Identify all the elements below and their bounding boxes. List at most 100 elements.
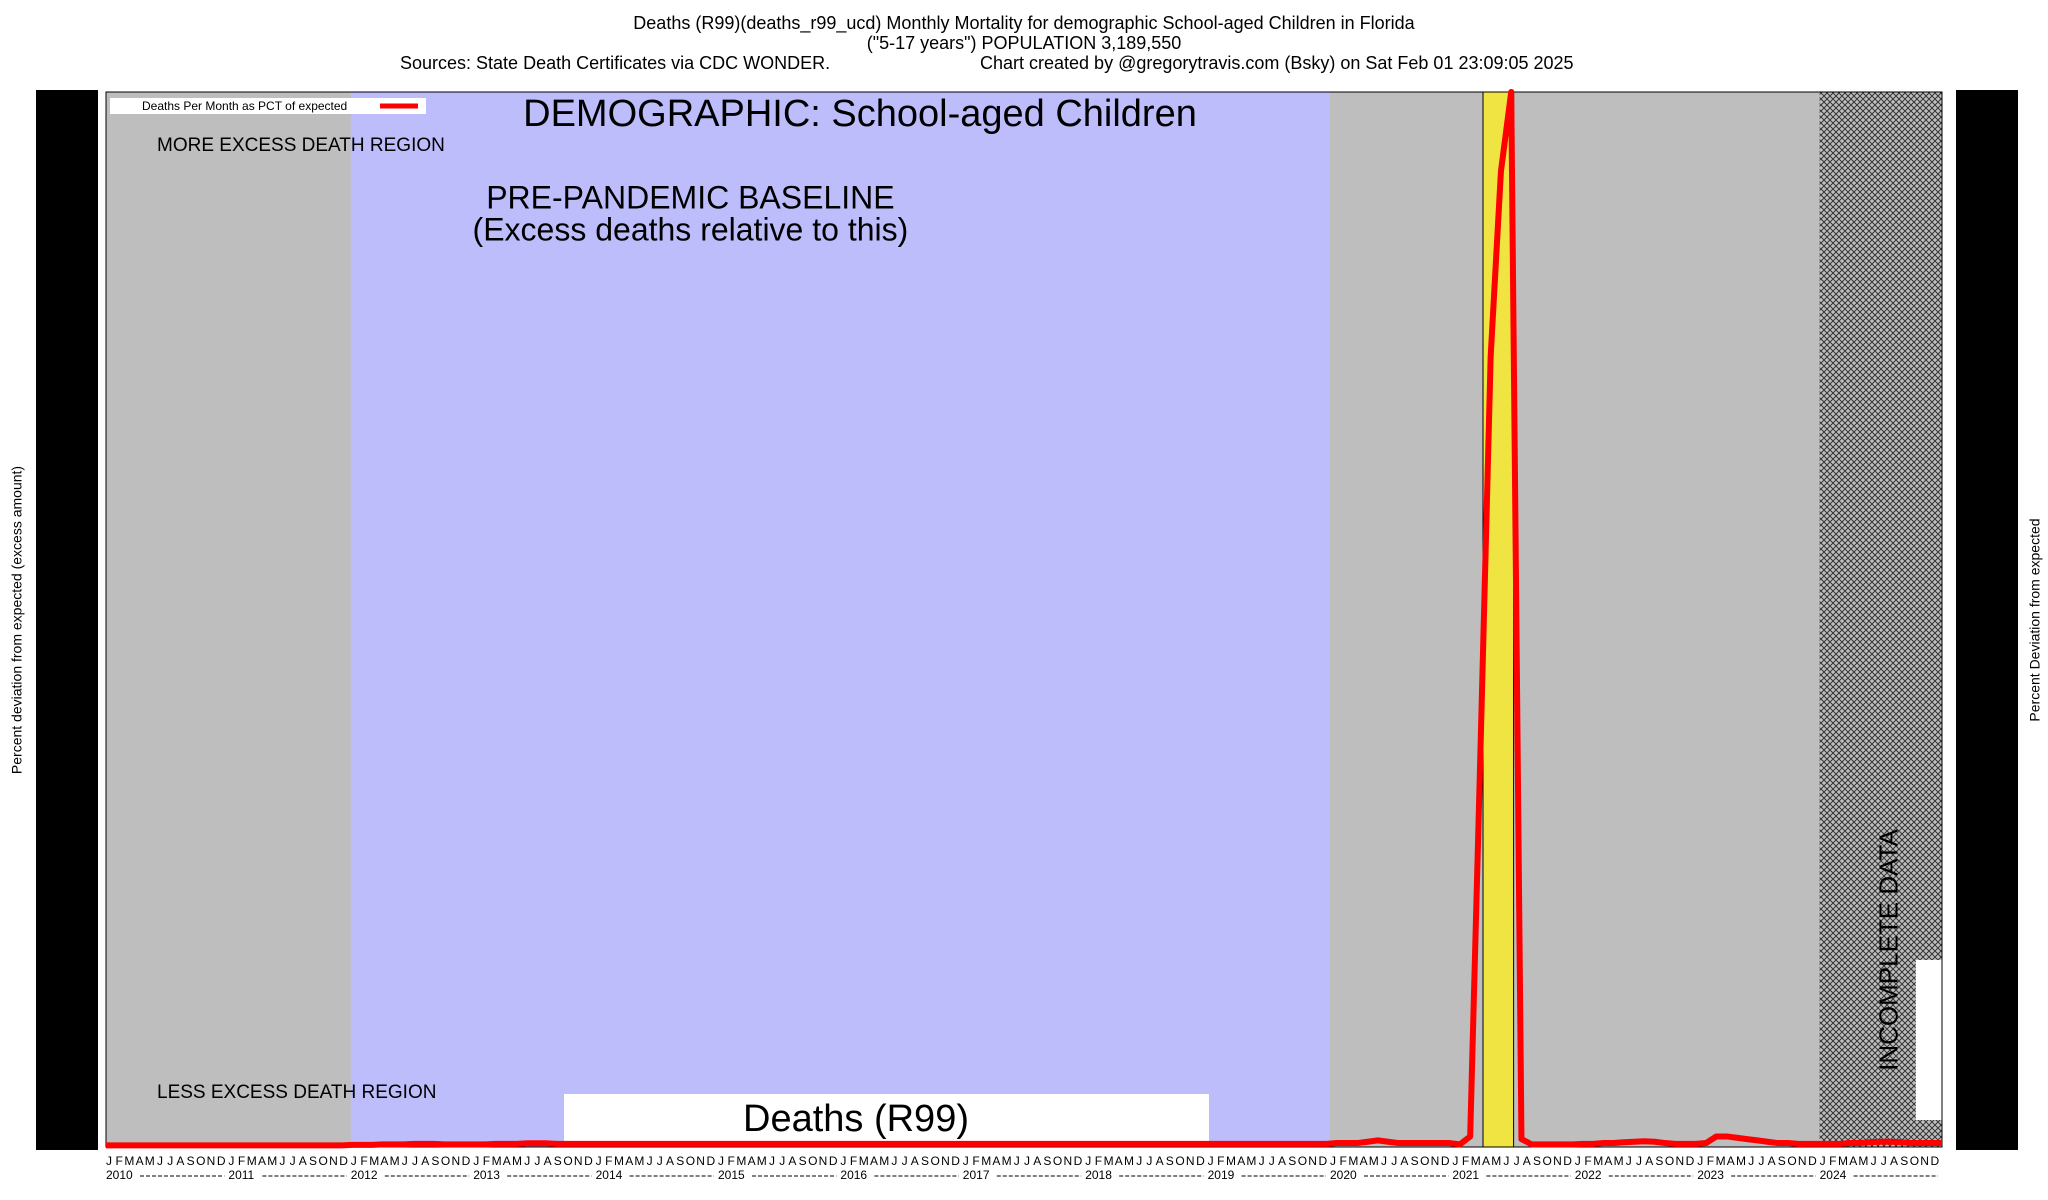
annotation-box: [564, 1094, 1209, 1146]
x-tick-label: F: [850, 1154, 857, 1168]
x-tick-label: A: [380, 1154, 388, 1168]
x-tick-label: J: [769, 1154, 775, 1168]
x-tick-label: J: [157, 1154, 163, 1168]
x-tick-label: N: [574, 1154, 583, 1168]
x-tick-label: M: [1838, 1154, 1848, 1168]
x-tick-label: O: [319, 1154, 328, 1168]
x-tick-label: O: [1787, 1154, 1796, 1168]
x-tick-label: A: [258, 1154, 266, 1168]
x-tick-label: M: [492, 1154, 502, 1168]
x-tick-label: J: [228, 1154, 234, 1168]
x-year-label: 2014: [596, 1168, 623, 1182]
x-year-label: 2019: [1208, 1168, 1235, 1182]
x-tick-label: M: [145, 1154, 155, 1168]
x-tick-label: A: [788, 1154, 796, 1168]
x-tick-label: J: [840, 1154, 846, 1168]
sources: Sources: State Death Certificates via CD…: [400, 53, 830, 73]
plot-frame: [105, 91, 1943, 1148]
x-tick-label: F: [483, 1154, 490, 1168]
x-tick-label: F: [728, 1154, 735, 1168]
title-line: ("5-17 years") POPULATION 3,189,550: [867, 33, 1182, 53]
x-tick-label: A: [1768, 1154, 1776, 1168]
x-tick-label: F: [972, 1154, 979, 1168]
x-tick-label: M: [1716, 1154, 1726, 1168]
x-tick-label: F: [360, 1154, 367, 1168]
y2-axis-label: Percent Deviation from expected: [2027, 518, 2043, 721]
x-tick-label: O: [563, 1154, 572, 1168]
x-tick-label: J: [1881, 1154, 1887, 1168]
x-tick-label: J: [473, 1154, 479, 1168]
x-tick-label: J: [279, 1154, 285, 1168]
x-tick-label: S: [1778, 1154, 1786, 1168]
x-tick-label: M: [1124, 1154, 1134, 1168]
x-tick-label: J: [412, 1154, 418, 1168]
x-year-label: 2024: [1820, 1168, 1847, 1182]
x-tick-label: F: [1829, 1154, 1836, 1168]
x-tick-label: S: [187, 1154, 195, 1168]
x-tick-label: A: [1033, 1154, 1041, 1168]
x-tick-label: A: [544, 1154, 552, 1168]
x-tick-label: A: [1115, 1154, 1123, 1168]
x-tick-label: N: [1431, 1154, 1440, 1168]
x-tick-label: J: [1208, 1154, 1214, 1168]
x-year-label: 2012: [351, 1168, 378, 1182]
x-year-label: 2011: [228, 1168, 254, 1182]
x-year-label: 2010: [106, 1168, 133, 1182]
x-tick-label: A: [176, 1154, 184, 1168]
x-tick-label: F: [1217, 1154, 1224, 1168]
region-label: INCOMPLETE DATA: [1874, 828, 1904, 1070]
x-tick-label: N: [1063, 1154, 1072, 1168]
x-tick-label: M: [390, 1154, 400, 1168]
x-tick-label: N: [1308, 1154, 1317, 1168]
x-tick-label: M: [634, 1154, 644, 1168]
x-tick-label: M: [859, 1154, 869, 1168]
x-tick-label: A: [666, 1154, 674, 1168]
x-tick-label: J: [1259, 1154, 1265, 1168]
x-tick-label: N: [1798, 1154, 1807, 1168]
x-tick-label: M: [512, 1154, 522, 1168]
x-tick-label: S: [921, 1154, 929, 1168]
x-tick-label: M: [1002, 1154, 1012, 1168]
x-tick-label: A: [1849, 1154, 1857, 1168]
x-tick-label: A: [299, 1154, 307, 1168]
x-tick-label: O: [931, 1154, 940, 1168]
x-tick-label: D: [1808, 1154, 1817, 1168]
x-tick-label: J: [351, 1154, 357, 1168]
x-tick-label: M: [1226, 1154, 1236, 1168]
x-tick-label: M: [369, 1154, 379, 1168]
x-year-label: 2021: [1452, 1168, 1479, 1182]
x-tick-label: J: [1871, 1154, 1877, 1168]
x-tick-label: A: [1482, 1154, 1490, 1168]
y-axis-blob: [36, 90, 98, 1150]
x-tick-label: M: [267, 1154, 277, 1168]
x-tick-label: F: [1340, 1154, 1347, 1168]
x-tick-label: J: [1758, 1154, 1764, 1168]
x-tick-label: A: [992, 1154, 1000, 1168]
x-tick-label: J: [1820, 1154, 1826, 1168]
title-line: Deaths (R99)(deaths_r99_ucd) Monthly Mor…: [633, 13, 1415, 34]
x-tick-label: M: [736, 1154, 746, 1168]
x-tick-label: D: [217, 1154, 226, 1168]
x-tick-label: A: [421, 1154, 429, 1168]
x-tick-label: M: [1369, 1154, 1379, 1168]
x-tick-label: O: [1298, 1154, 1307, 1168]
x-tick-label: O: [686, 1154, 695, 1168]
region-label: (Excess deaths relative to this): [473, 211, 909, 247]
x-tick-label: M: [1858, 1154, 1868, 1168]
x-tick-label: M: [1491, 1154, 1501, 1168]
x-tick-label: A: [1156, 1154, 1164, 1168]
x-tick-label: S: [554, 1154, 562, 1168]
x-tick-label: F: [238, 1154, 245, 1168]
annotation: MORE EXCESS DEATH REGION: [157, 135, 445, 156]
x-tick-label: S: [1900, 1154, 1908, 1168]
region-label: PRE-PANDEMIC BASELINE: [486, 179, 894, 215]
x-tick-label: F: [116, 1154, 123, 1168]
x-tick-label: S: [1288, 1154, 1296, 1168]
x-tick-label: A: [1237, 1154, 1245, 1168]
x-tick-label: N: [451, 1154, 460, 1168]
x-tick-label: J: [167, 1154, 173, 1168]
x-tick-label: D: [1441, 1154, 1450, 1168]
x-tick-label: J: [1636, 1154, 1642, 1168]
x-tick-label: O: [1175, 1154, 1184, 1168]
